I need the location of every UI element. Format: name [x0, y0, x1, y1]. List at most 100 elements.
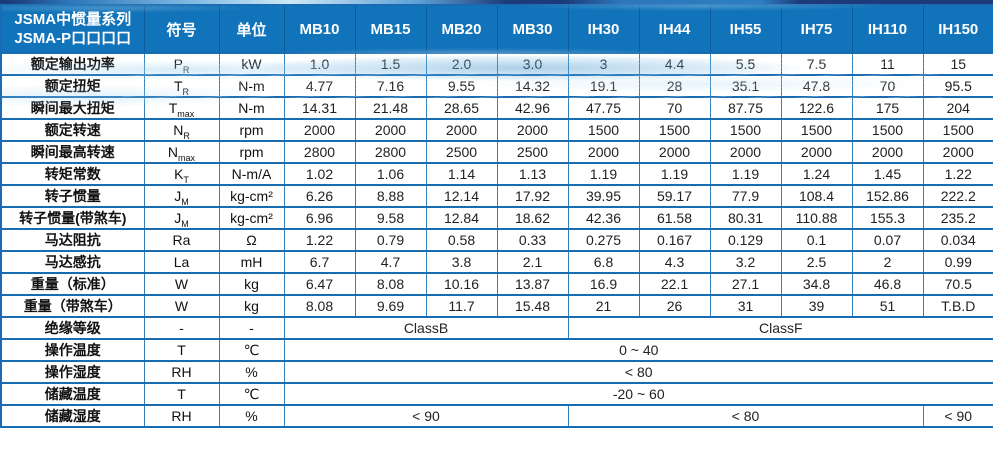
row-symbol: T [143, 338, 219, 361]
cell-value: 12.84 [425, 206, 497, 229]
cell-value: 1500 [567, 118, 639, 141]
row-symbol: - [143, 316, 219, 339]
cell-value: 21.48 [354, 96, 426, 119]
symbol-base: Ra [172, 232, 191, 248]
col-header-model: IH30 [567, 5, 639, 53]
series-title-line2: JSMA-P口口口口 [14, 30, 132, 47]
symbol-base: T [173, 78, 183, 94]
cell-value: 28 [638, 74, 710, 97]
cell-value: 0.58 [425, 228, 497, 251]
cell-value: 1.14 [425, 162, 497, 185]
cell-value: 0.1 [780, 228, 852, 251]
cell-value: 0.99 [922, 250, 993, 273]
cell-value: 1.19 [709, 162, 781, 185]
cell-value: 0.33 [496, 228, 568, 251]
cell-value: 11 [851, 52, 923, 75]
spec-row: 转子惯量(带煞车) JM kg-cm² 6.96 9.58 12.84 18.62 42.36… [1, 206, 993, 229]
series-title-line1: JSMA中惯量系列 [14, 10, 132, 28]
cell-value: 11.7 [425, 294, 497, 317]
cell-value: 2.0 [425, 52, 497, 75]
row-symbol: T [143, 382, 219, 405]
cell-value: 14.32 [496, 74, 568, 97]
spec-table-header: JSMA中惯量系列 JSMA-P口口口口 符号 单位 MB10 MB15 MB2… [1, 5, 993, 53]
cell-value: 42.96 [496, 96, 568, 119]
col-header-model: MB30 [496, 5, 568, 53]
col-header-model: MB15 [354, 5, 426, 53]
spec-row: 额定转速 NR rpm 2000 2000 2000 2000 1500 1500 1500 150… [1, 118, 993, 141]
col-header-model: MB20 [425, 5, 497, 53]
cell-value: 2000 [780, 140, 852, 163]
row-symbol: PR [143, 52, 219, 75]
row-symbol: TR [143, 74, 219, 97]
row-unit: rpm [218, 118, 284, 141]
cell-span-value: < 90 [283, 404, 568, 427]
cell-value: 0.129 [709, 228, 781, 251]
symbol-base: J [174, 210, 182, 226]
symbol-base: N [173, 122, 184, 138]
cell-value: 2000 [425, 118, 497, 141]
cell-span-value: ClassB [283, 316, 568, 339]
col-header-model: IH55 [709, 5, 781, 53]
row-label: 额定转速 [1, 118, 144, 141]
cell-value: 39 [780, 294, 852, 317]
symbol-base: - [179, 320, 184, 336]
symbol-subscript: R [183, 130, 190, 141]
cell-value: 1.22 [922, 162, 993, 185]
cell-value: 80.31 [709, 206, 781, 229]
spec-row: 额定扭矩 TR N-m 4.77 7.16 9.55 14.32 19.1 28 35.1 47.8… [1, 74, 993, 97]
cell-value: 2.1 [496, 250, 568, 273]
symbol-subscript: T [183, 174, 189, 185]
symbol-subscript: max [177, 108, 195, 119]
cell-span-value: -20 ~ 60 [283, 382, 993, 405]
decorative-navy-corner [929, 0, 993, 7]
cell-value: 1.06 [354, 162, 426, 185]
spec-table-body: 额定输出功率 PR kW 1.0 1.5 2.0 3.0 3 4.4 5.5 7.5 11 15 额定扭矩… [1, 52, 993, 427]
cell-value: 27.1 [709, 272, 781, 295]
cell-value: 59.17 [638, 184, 710, 207]
cell-value: 9.69 [354, 294, 426, 317]
symbol-base: W [174, 276, 189, 292]
cell-value: 51 [851, 294, 923, 317]
row-unit: N-m/A [218, 162, 284, 185]
cell-value: 0.07 [851, 228, 923, 251]
cell-value: 46.8 [851, 272, 923, 295]
cell-value: 2000 [496, 118, 568, 141]
row-label: 操作温度 [1, 338, 144, 361]
row-label: 储藏湿度 [1, 404, 144, 427]
cell-value: 77.9 [709, 184, 781, 207]
cell-value: 1500 [780, 118, 852, 141]
cell-value: 3.2 [709, 250, 781, 273]
cell-value: 4.77 [283, 74, 355, 97]
row-unit: kg [218, 272, 284, 295]
cell-span-value: 0 ~ 40 [283, 338, 993, 361]
cell-value: 0.034 [922, 228, 993, 251]
cell-value: 2000 [922, 140, 993, 163]
cell-value: 110.88 [780, 206, 852, 229]
cell-value: 4.7 [354, 250, 426, 273]
cell-value: 13.87 [496, 272, 568, 295]
cell-value: 70 [851, 74, 923, 97]
cell-value: 12.14 [425, 184, 497, 207]
row-label: 绝缘等级 [1, 316, 144, 339]
cell-value: 35.1 [709, 74, 781, 97]
row-label: 转矩常数 [1, 162, 144, 185]
cell-value: 15 [922, 52, 993, 75]
cell-value: 1500 [709, 118, 781, 141]
spec-row: 马达感抗 La mH 6.7 4.7 3.8 2.1 6.8 4.3 3.2 2.5 2 0.99 [1, 250, 993, 273]
cell-value: 2000 [354, 118, 426, 141]
symbol-subscript: M [181, 196, 189, 207]
cell-value: 1.13 [496, 162, 568, 185]
cell-value: 3 [567, 52, 639, 75]
row-label: 储藏温度 [1, 382, 144, 405]
motor-spec-table: JSMA中惯量系列 JSMA-P口口口口 符号 单位 MB10 MB15 MB2… [0, 4, 993, 428]
row-symbol: W [143, 294, 219, 317]
cell-value: 19.1 [567, 74, 639, 97]
row-label: 马达阻抗 [1, 228, 144, 251]
cell-value: 4.3 [638, 250, 710, 273]
cell-value: 204 [922, 96, 993, 119]
spec-row: 储藏温度 T ℃ -20 ~ 60 [1, 382, 993, 405]
row-unit: N-m [218, 96, 284, 119]
row-label: 重量（标准） [1, 272, 144, 295]
